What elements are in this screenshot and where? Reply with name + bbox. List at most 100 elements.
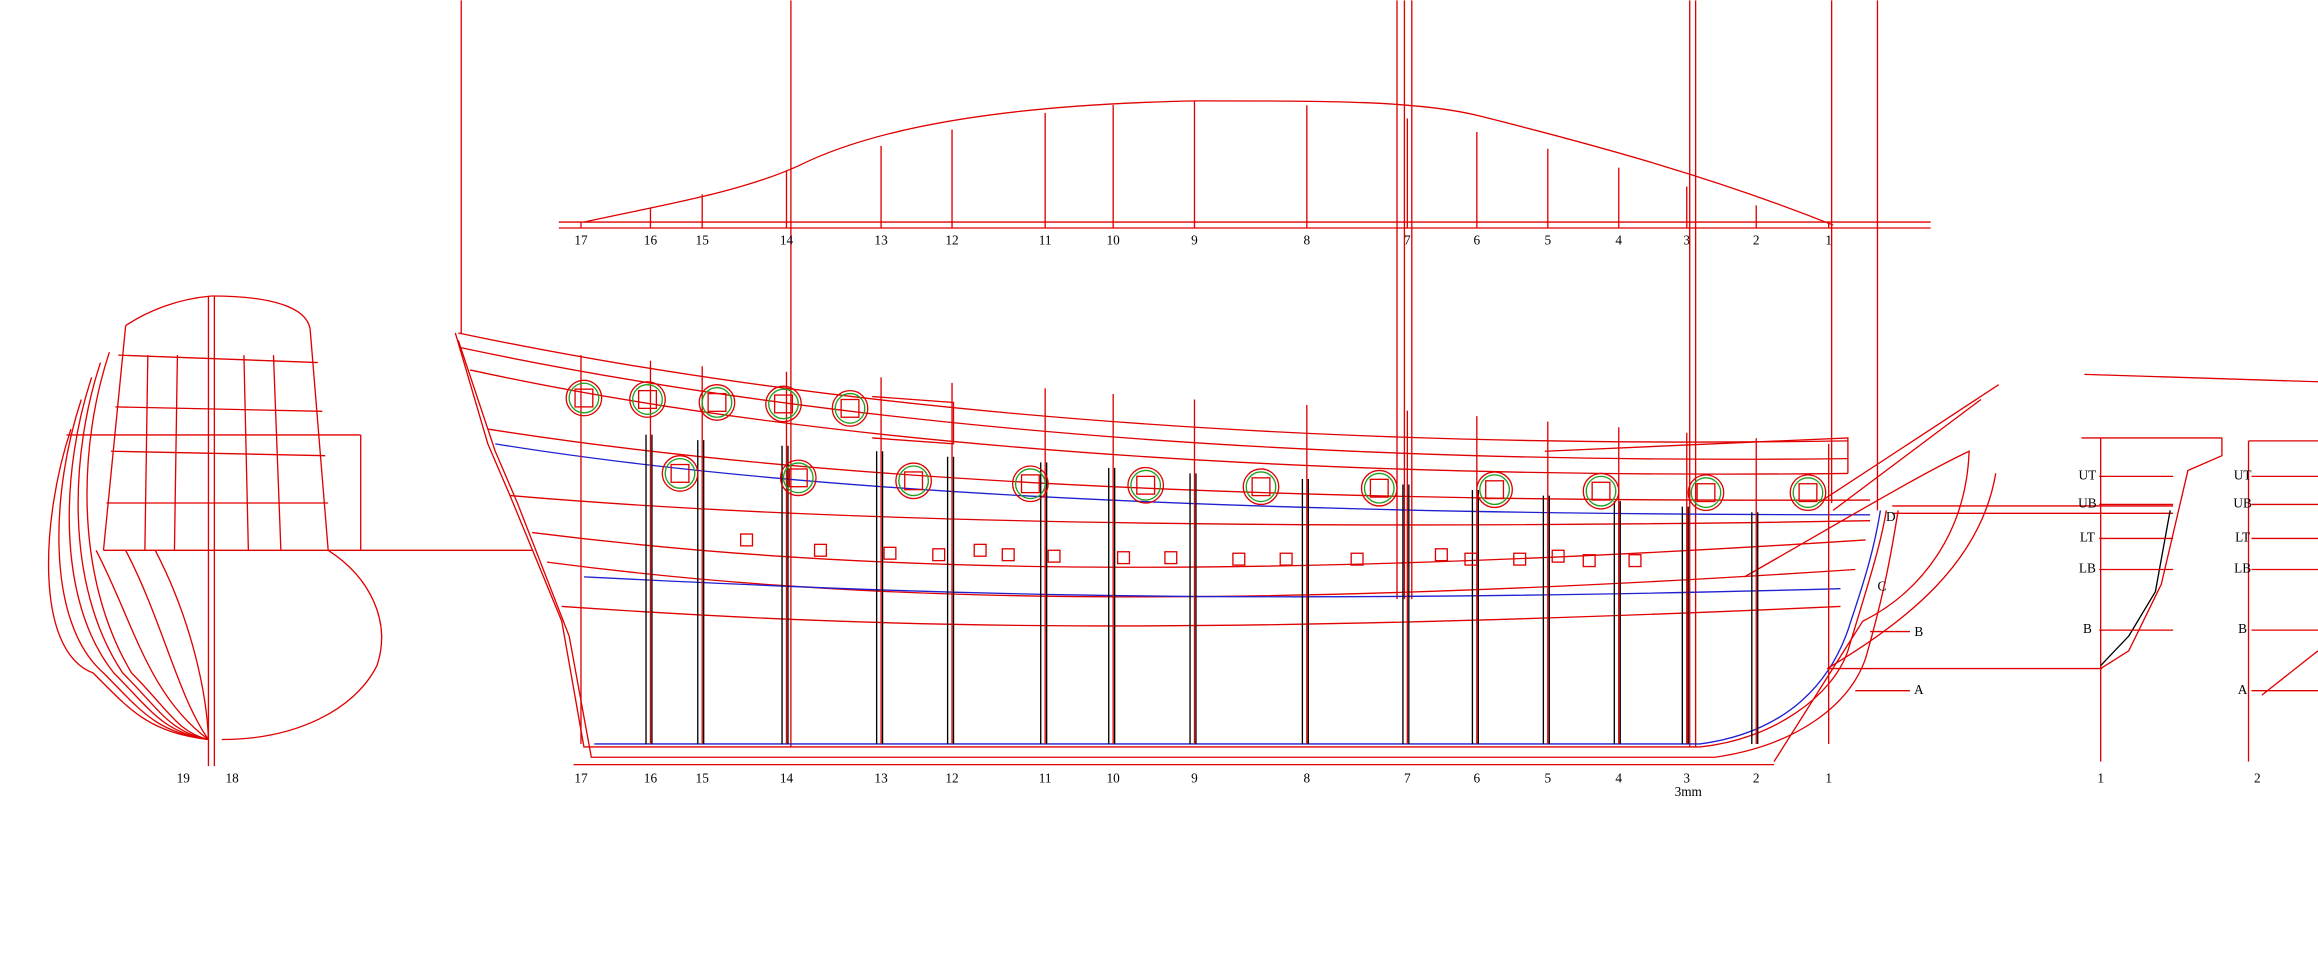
gunport	[1789, 474, 1827, 512]
station-label: 2	[1753, 232, 1760, 247]
station-label: 4	[1615, 232, 1622, 247]
station-label: 12	[945, 770, 958, 785]
body-plan	[66, 295, 533, 767]
gunport	[698, 384, 736, 421]
station-label: 3	[1683, 232, 1690, 247]
level-label: LT	[2080, 530, 2095, 545]
scuttle	[1551, 549, 1565, 563]
station-label: 6	[1474, 770, 1481, 785]
gunport-lid	[904, 471, 924, 491]
scuttle	[739, 533, 754, 547]
scuttle	[1232, 552, 1246, 566]
gunport-lid	[1591, 481, 1611, 501]
station-label: 1	[1825, 232, 1832, 247]
level-label: UB	[2078, 496, 2097, 511]
gunport	[1476, 471, 1513, 509]
station-label: 9	[1191, 770, 1198, 785]
station-label: 8	[1304, 232, 1311, 247]
section-curve	[68, 377, 209, 741]
station-label: 15	[696, 232, 710, 247]
gunport-lid	[1485, 480, 1505, 500]
scuttle	[1001, 548, 1015, 562]
gunport	[629, 381, 666, 418]
station-label: 7	[1404, 232, 1411, 247]
half-breadth-plan	[558, 100, 1931, 229]
scuttle	[1047, 549, 1061, 563]
gunport	[834, 392, 866, 424]
gunport	[765, 385, 802, 423]
scuttle	[883, 546, 897, 560]
gunport	[664, 457, 696, 489]
waterline-label: C	[1877, 578, 1886, 593]
scuttle	[1513, 552, 1527, 566]
gunport	[661, 455, 699, 492]
station-label: 10	[1107, 232, 1121, 247]
station-label: 13	[874, 232, 888, 247]
gunport	[1360, 469, 1398, 507]
station-label: 6	[1474, 232, 1481, 247]
scuttle	[1464, 552, 1478, 566]
section-curve	[86, 351, 209, 741]
waterline-label: A	[1914, 682, 1924, 697]
waterline-label: D	[1886, 509, 1896, 524]
scuttle	[1279, 552, 1293, 566]
station-label: 14	[780, 770, 794, 785]
gunport-lid	[1136, 475, 1156, 495]
gunport	[895, 462, 933, 500]
gunport	[1245, 471, 1277, 503]
section-curve	[47, 428, 209, 741]
scuttle	[1628, 554, 1642, 568]
scuttle	[932, 548, 946, 562]
reference-verticals	[460, 0, 1879, 747]
gunport	[632, 384, 663, 415]
gunport	[1011, 465, 1049, 503]
gunport	[701, 387, 733, 418]
gunport	[1014, 468, 1046, 500]
section-curve	[95, 549, 209, 741]
scale-note: 3mm	[1675, 784, 1703, 799]
gunport	[1690, 477, 1722, 509]
gunport	[1582, 472, 1620, 510]
scuttle	[1164, 551, 1178, 565]
gunport	[1127, 466, 1165, 504]
scuttle	[1582, 554, 1596, 568]
station-label: 4	[1615, 770, 1622, 785]
section-station: 1	[2097, 770, 2104, 785]
hull-profile	[454, 332, 2174, 766]
scuttle	[1350, 552, 1364, 566]
gunport	[1687, 474, 1725, 512]
gunport	[1585, 475, 1617, 507]
gunport-lid	[788, 468, 808, 488]
level-label: UB	[2233, 496, 2252, 511]
gunport-lid	[707, 392, 727, 412]
station-label: 16	[644, 770, 658, 785]
gunport	[565, 379, 603, 417]
scuttle	[1434, 548, 1448, 562]
body-plan-station: 18	[225, 770, 239, 785]
station-label: 11	[1039, 232, 1052, 247]
station-label: 9	[1191, 232, 1198, 247]
level-label: B	[2238, 621, 2247, 636]
level-label: LB	[2079, 561, 2096, 576]
gunport	[779, 459, 817, 497]
station-label: 13	[874, 770, 888, 785]
gunport-lid	[1251, 477, 1271, 497]
level-label: B	[2083, 621, 2092, 636]
level-label: UT	[2234, 467, 2252, 482]
gunport-lid	[1696, 483, 1716, 503]
station-label: 17	[574, 232, 588, 247]
gunport	[1242, 468, 1280, 506]
station-label: 15	[696, 770, 710, 785]
waterline-label: B	[1914, 624, 1923, 639]
gunport	[831, 389, 869, 427]
gunport	[1792, 477, 1824, 509]
level-label: UT	[2079, 467, 2097, 482]
right-sections	[2081, 373, 2318, 762]
gunport-lid	[1369, 478, 1389, 498]
section-curve	[77, 362, 209, 741]
body-plan-station: 19	[177, 770, 191, 785]
station-label: 1	[1825, 770, 1832, 785]
section-curve	[125, 549, 209, 740]
gunport	[568, 382, 600, 414]
